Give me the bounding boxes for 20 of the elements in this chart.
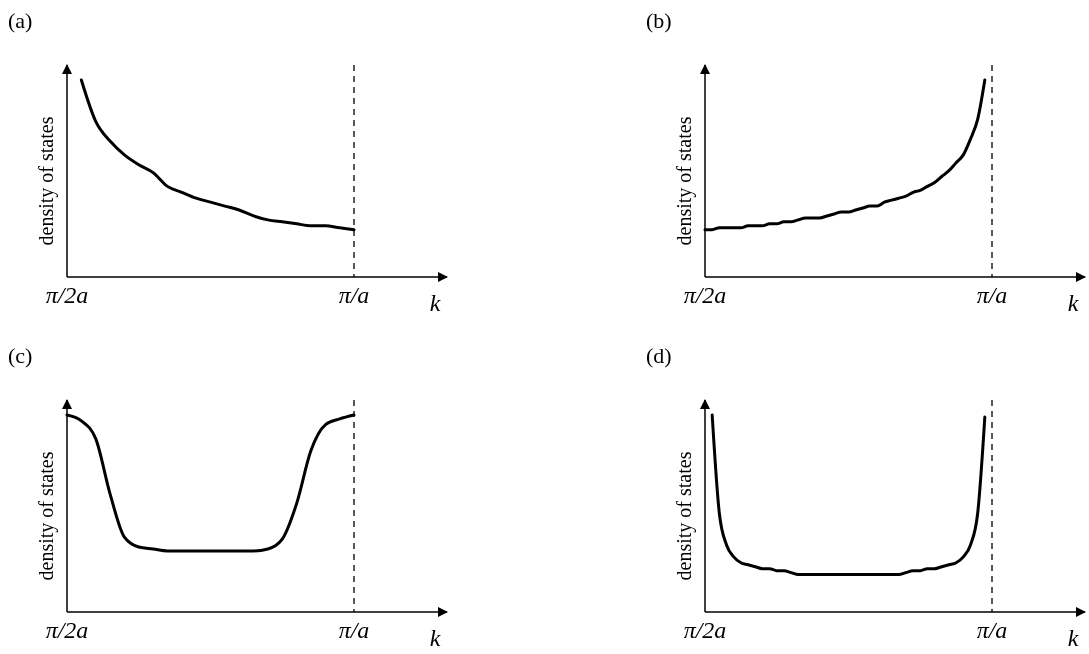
x-axis-title: k — [1067, 290, 1079, 316]
chart-title: (a) — [8, 8, 33, 33]
x-axis-title: k — [1067, 625, 1079, 651]
chart-title: (c) — [8, 343, 33, 368]
chart-title: (b) — [646, 8, 672, 33]
x-tick-label: π/2a — [683, 282, 727, 308]
chart-title: (d) — [646, 343, 672, 368]
y-axis-title: density of states — [35, 451, 58, 581]
x-axis-title: k — [429, 290, 441, 316]
x-tick-label: π/2a — [45, 282, 89, 308]
x-tick-label: π/a — [338, 617, 370, 643]
x-tick-label: π/a — [338, 282, 370, 308]
x-axis-title: k — [429, 625, 441, 651]
x-tick-label: π/a — [976, 617, 1008, 643]
x-tick-label: π/2a — [683, 617, 727, 643]
x-tick-label: π/a — [976, 282, 1008, 308]
y-axis-title: density of states — [673, 116, 696, 246]
x-tick-label: π/2a — [45, 617, 89, 643]
y-axis-title: density of states — [673, 451, 696, 581]
y-axis-title: density of states — [35, 116, 58, 246]
